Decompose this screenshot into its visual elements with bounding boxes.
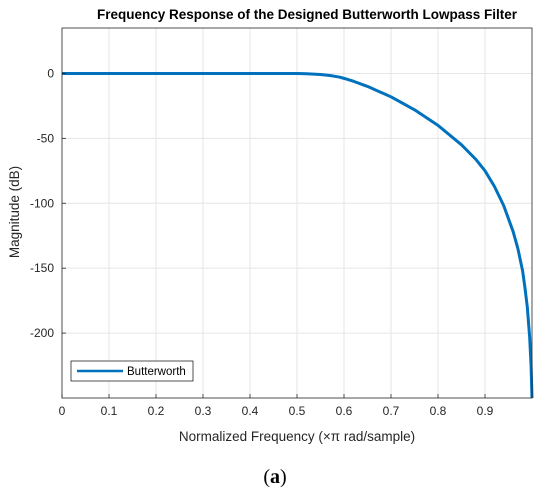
y-tick-label: -200 [30,326,54,340]
legend-box [70,360,194,382]
caption-open: ( [263,466,270,488]
chart-title: Frequency Response of the Designed Butte… [97,7,518,22]
x-tick-label: 0.6 [336,404,353,418]
caption-letter: a [270,466,280,488]
x-tick-label: 0.4 [242,404,259,418]
figure-caption: (a) [263,466,286,488]
series-line-butterworth [62,71,534,399]
y-tick-label: -150 [30,261,54,275]
y-tick-label: -100 [30,196,54,210]
legend-label: Butterworth [127,366,186,378]
y-tick-label: -50 [37,131,55,145]
x-tick-label: 0.9 [477,404,494,418]
axis-ticks: 0 0.1 0.2 0.3 0.4 0.5 0.6 0.7 0.8 0.9 0 -50 -100 -150… [30,66,494,418]
x-tick-label: 0.7 [383,404,400,418]
x-tick-label: 0.8 [430,404,447,418]
x-tick-label: 0.5 [289,404,306,418]
caption-close: ) [280,466,287,488]
x-axis-label: Normalized Frequency (×π rad/sample) [179,429,415,444]
x-tick-label: 0.1 [101,404,118,418]
series-layer [62,71,534,399]
x-tick-label: 0.2 [148,404,165,418]
y-tick-label: 0 [47,66,54,80]
x-tick-label: 0.3 [195,404,212,418]
legend[interactable]: Butterworth [70,360,194,382]
y-axis-label: Magnitude (dB) [7,166,22,258]
x-tick-label: 0 [59,404,66,418]
